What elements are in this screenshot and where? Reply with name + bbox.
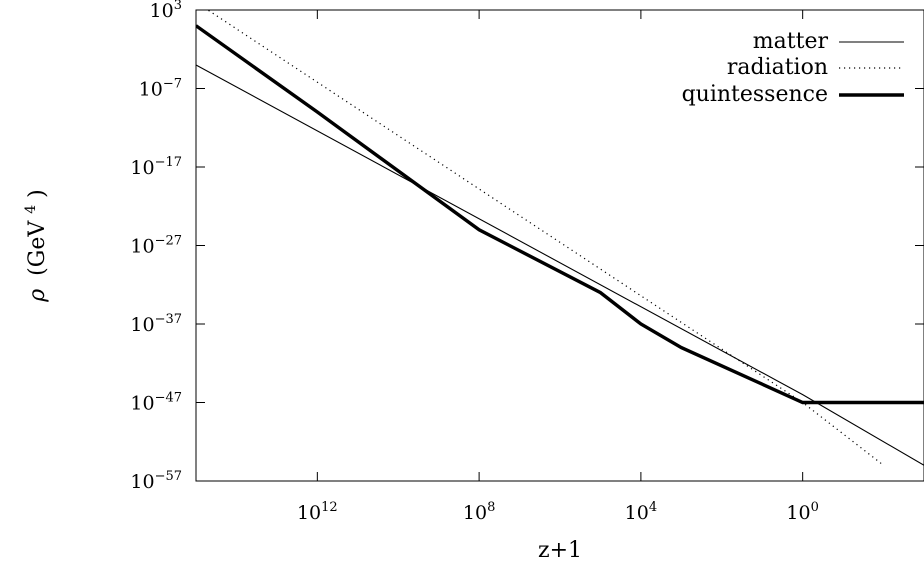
x-tick-exponent: 4 bbox=[649, 500, 657, 515]
series-line-matter bbox=[196, 64, 924, 466]
x-tick-base: 10 bbox=[625, 502, 649, 524]
y-axis-unit: (GeV bbox=[25, 220, 50, 276]
y-axis-unit-close: ) bbox=[25, 189, 50, 198]
plot-frame bbox=[195, 9, 924, 482]
y-axis-unit-exponent: 4 bbox=[23, 205, 39, 214]
series-layer bbox=[196, 10, 924, 466]
y-tick-label: 10−17 bbox=[130, 155, 182, 179]
x-tick-exponent: 12 bbox=[321, 500, 338, 515]
legend-label: quintessence bbox=[682, 82, 828, 107]
y-tick-base: 10 bbox=[130, 314, 154, 336]
y-tick-exponent: −7 bbox=[163, 77, 182, 92]
x-tick-label: 1012 bbox=[297, 500, 338, 524]
legend-label: matter bbox=[753, 29, 829, 54]
x-tick-label: 104 bbox=[625, 500, 657, 524]
series-line-quintessence bbox=[196, 24, 924, 405]
x-tick-base: 10 bbox=[297, 502, 321, 524]
series-line-radiation bbox=[206, 10, 884, 466]
y-axis-symbol: ρ bbox=[25, 289, 50, 303]
y-tick-base: 10 bbox=[150, 0, 174, 22]
x-axis-label: z+1 bbox=[538, 538, 582, 563]
y-tick-base: 10 bbox=[130, 471, 154, 493]
tick-layer bbox=[196, 9, 924, 482]
y-tick-label: 103 bbox=[150, 0, 182, 22]
x-tick-label: 108 bbox=[463, 500, 495, 524]
y-tick-exponent: −57 bbox=[155, 469, 182, 484]
y-tick-label: 10−7 bbox=[139, 77, 182, 101]
y-tick-base: 10 bbox=[139, 79, 163, 101]
y-tick-exponent: −37 bbox=[155, 312, 182, 327]
y-tick-label: 10−37 bbox=[130, 312, 182, 336]
y-tick-base: 10 bbox=[130, 157, 154, 179]
y-tick-base: 10 bbox=[130, 393, 154, 415]
tick-label-layer: 1012 108 104 10010310−710−1710−2710−3710−47… bbox=[130, 0, 819, 524]
x-tick-exponent: 0 bbox=[811, 500, 819, 515]
y-tick-exponent: −17 bbox=[155, 155, 182, 170]
y-tick-label: 10−57 bbox=[130, 469, 182, 493]
y-tick-exponent: −27 bbox=[155, 234, 182, 249]
x-tick-base: 10 bbox=[786, 502, 810, 524]
y-tick-label: 10−27 bbox=[130, 234, 182, 258]
x-tick-exponent: 8 bbox=[487, 500, 495, 515]
x-tick-label: 100 bbox=[786, 500, 818, 524]
y-tick-exponent: −47 bbox=[155, 391, 182, 406]
y-tick-exponent: 3 bbox=[174, 0, 182, 13]
x-tick-base: 10 bbox=[463, 502, 487, 524]
y-axis-label: ρ (GeV 4 ) bbox=[16, 189, 50, 303]
y-tick-base: 10 bbox=[130, 236, 154, 258]
y-tick-label: 10−47 bbox=[130, 391, 182, 415]
legend-label: radiation bbox=[727, 55, 828, 80]
